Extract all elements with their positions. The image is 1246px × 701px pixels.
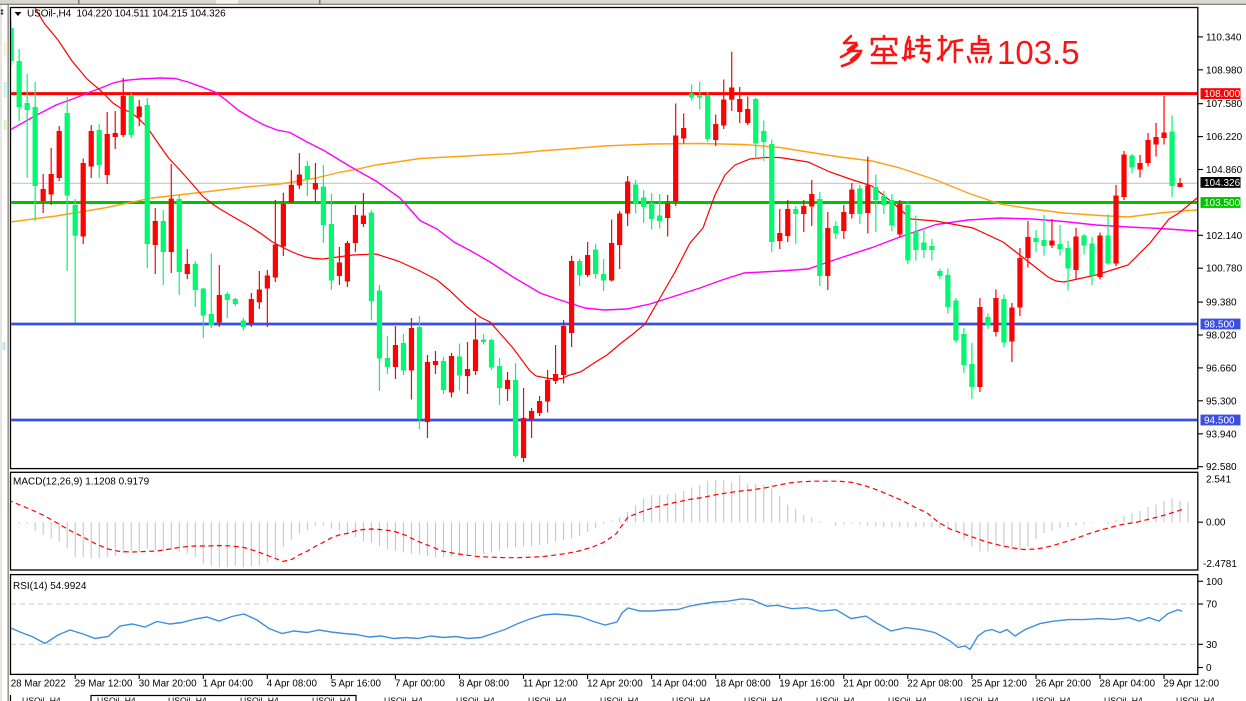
svg-text:USOil-,H4: USOil-,H4	[1032, 696, 1071, 701]
svg-text:USOil-,H4: USOil-,H4	[1104, 696, 1143, 701]
svg-text:18 Apr 08:00: 18 Apr 08:00	[715, 679, 771, 690]
svg-text:108.000: 108.000	[1204, 89, 1241, 100]
svg-text:12 Apr 20:00: 12 Apr 20:00	[587, 679, 643, 690]
svg-text:USOil-,H4: USOil-,H4	[888, 696, 927, 701]
svg-text:100: 100	[1206, 577, 1223, 588]
svg-text:98.500: 98.500	[1204, 320, 1235, 331]
svg-text:104.326: 104.326	[1204, 178, 1241, 189]
svg-text:28 Mar 2022: 28 Mar 2022	[11, 679, 66, 690]
svg-text:30 Mar 20:00: 30 Mar 20:00	[139, 679, 197, 690]
svg-text:70: 70	[1206, 600, 1218, 611]
svg-text:USOil-,H4: USOil-,H4	[528, 696, 567, 701]
svg-text:21 Apr 00:00: 21 Apr 00:00	[843, 679, 899, 690]
svg-text:26 Apr 20:00: 26 Apr 20:00	[1036, 679, 1092, 690]
svg-text:25 Apr 12:00: 25 Apr 12:00	[971, 679, 1027, 690]
svg-text:103.5: 103.5	[997, 34, 1080, 71]
svg-text:USOil-,H4: USOil-,H4	[600, 696, 639, 701]
svg-text:USOil-,H4: USOil-,H4	[312, 696, 351, 701]
svg-text:98.020: 98.020	[1206, 331, 1237, 342]
svg-text:94.500: 94.500	[1204, 416, 1235, 427]
svg-text:110.340: 110.340	[1206, 32, 1242, 43]
svg-text:USOil-,H4: USOil-,H4	[97, 696, 136, 701]
svg-text:95.300: 95.300	[1206, 396, 1237, 407]
svg-text:MACD(12,26,9) 1.1208 0.9179: MACD(12,26,9) 1.1208 0.9179	[13, 477, 150, 488]
svg-text:30: 30	[1206, 640, 1218, 651]
svg-text:108.980: 108.980	[1206, 65, 1243, 76]
svg-text:107.580: 107.580	[1206, 99, 1243, 110]
svg-text:29 Apr 12:00: 29 Apr 12:00	[1164, 679, 1220, 690]
svg-text:7 Apr 00:00: 7 Apr 00:00	[395, 679, 446, 690]
svg-text:19 Apr 16:00: 19 Apr 16:00	[779, 679, 835, 690]
svg-text:4 Apr 08:00: 4 Apr 08:00	[267, 679, 318, 690]
svg-text:0.00: 0.00	[1206, 518, 1226, 529]
svg-text:28 Apr 04:00: 28 Apr 04:00	[1100, 679, 1156, 690]
svg-text:USOil-,H4: USOil-,H4	[384, 696, 423, 701]
svg-text:USOil-,H4: USOil-,H4	[960, 696, 999, 701]
svg-text:-2.4781: -2.4781	[1203, 559, 1237, 570]
svg-text:USOil-,H4: USOil-,H4	[744, 696, 783, 701]
svg-text:USOil-,H4: USOil-,H4	[672, 696, 711, 701]
svg-text:22 Apr 08:00: 22 Apr 08:00	[907, 679, 963, 690]
svg-text:2.541: 2.541	[1206, 475, 1231, 486]
svg-text:29 Mar 12:00: 29 Mar 12:00	[75, 679, 133, 690]
svg-text:USOil-,H4: USOil-,H4	[22, 696, 61, 701]
svg-text:USOil-,H4: USOil-,H4	[240, 696, 279, 701]
svg-text:USOil-,H4: USOil-,H4	[1176, 696, 1215, 701]
svg-text:100.780: 100.780	[1206, 264, 1243, 275]
svg-text:11 Apr 12:00: 11 Apr 12:00	[523, 679, 578, 690]
svg-text:93.940: 93.940	[1206, 429, 1237, 440]
svg-text:1 Apr 04:00: 1 Apr 04:00	[203, 679, 254, 690]
svg-text:92.580: 92.580	[1206, 462, 1237, 473]
svg-text:103.500: 103.500	[1204, 198, 1241, 209]
svg-text:96.660: 96.660	[1206, 363, 1237, 374]
svg-text:0: 0	[1206, 663, 1212, 674]
svg-text:RSI(14) 54.9924: RSI(14) 54.9924	[13, 581, 87, 592]
svg-text:USOil-,H4 104.220 104.511 104: USOil-,H4 104.220 104.511 104.215 104.32…	[27, 9, 226, 20]
svg-text:14 Apr 04:00: 14 Apr 04:00	[651, 679, 707, 690]
svg-text:104.860: 104.860	[1206, 165, 1243, 176]
svg-text:5 Apr 16:00: 5 Apr 16:00	[331, 679, 382, 690]
svg-text:99.380: 99.380	[1206, 298, 1237, 309]
svg-text:102.140: 102.140	[1206, 231, 1243, 242]
svg-text:106.220: 106.220	[1206, 132, 1243, 143]
svg-text:8 Apr 08:00: 8 Apr 08:00	[459, 679, 510, 690]
svg-text:USOil-,H4: USOil-,H4	[168, 696, 207, 701]
svg-text:USOil-,H4: USOil-,H4	[816, 696, 855, 701]
svg-text:USOil-,H4: USOil-,H4	[456, 696, 495, 701]
